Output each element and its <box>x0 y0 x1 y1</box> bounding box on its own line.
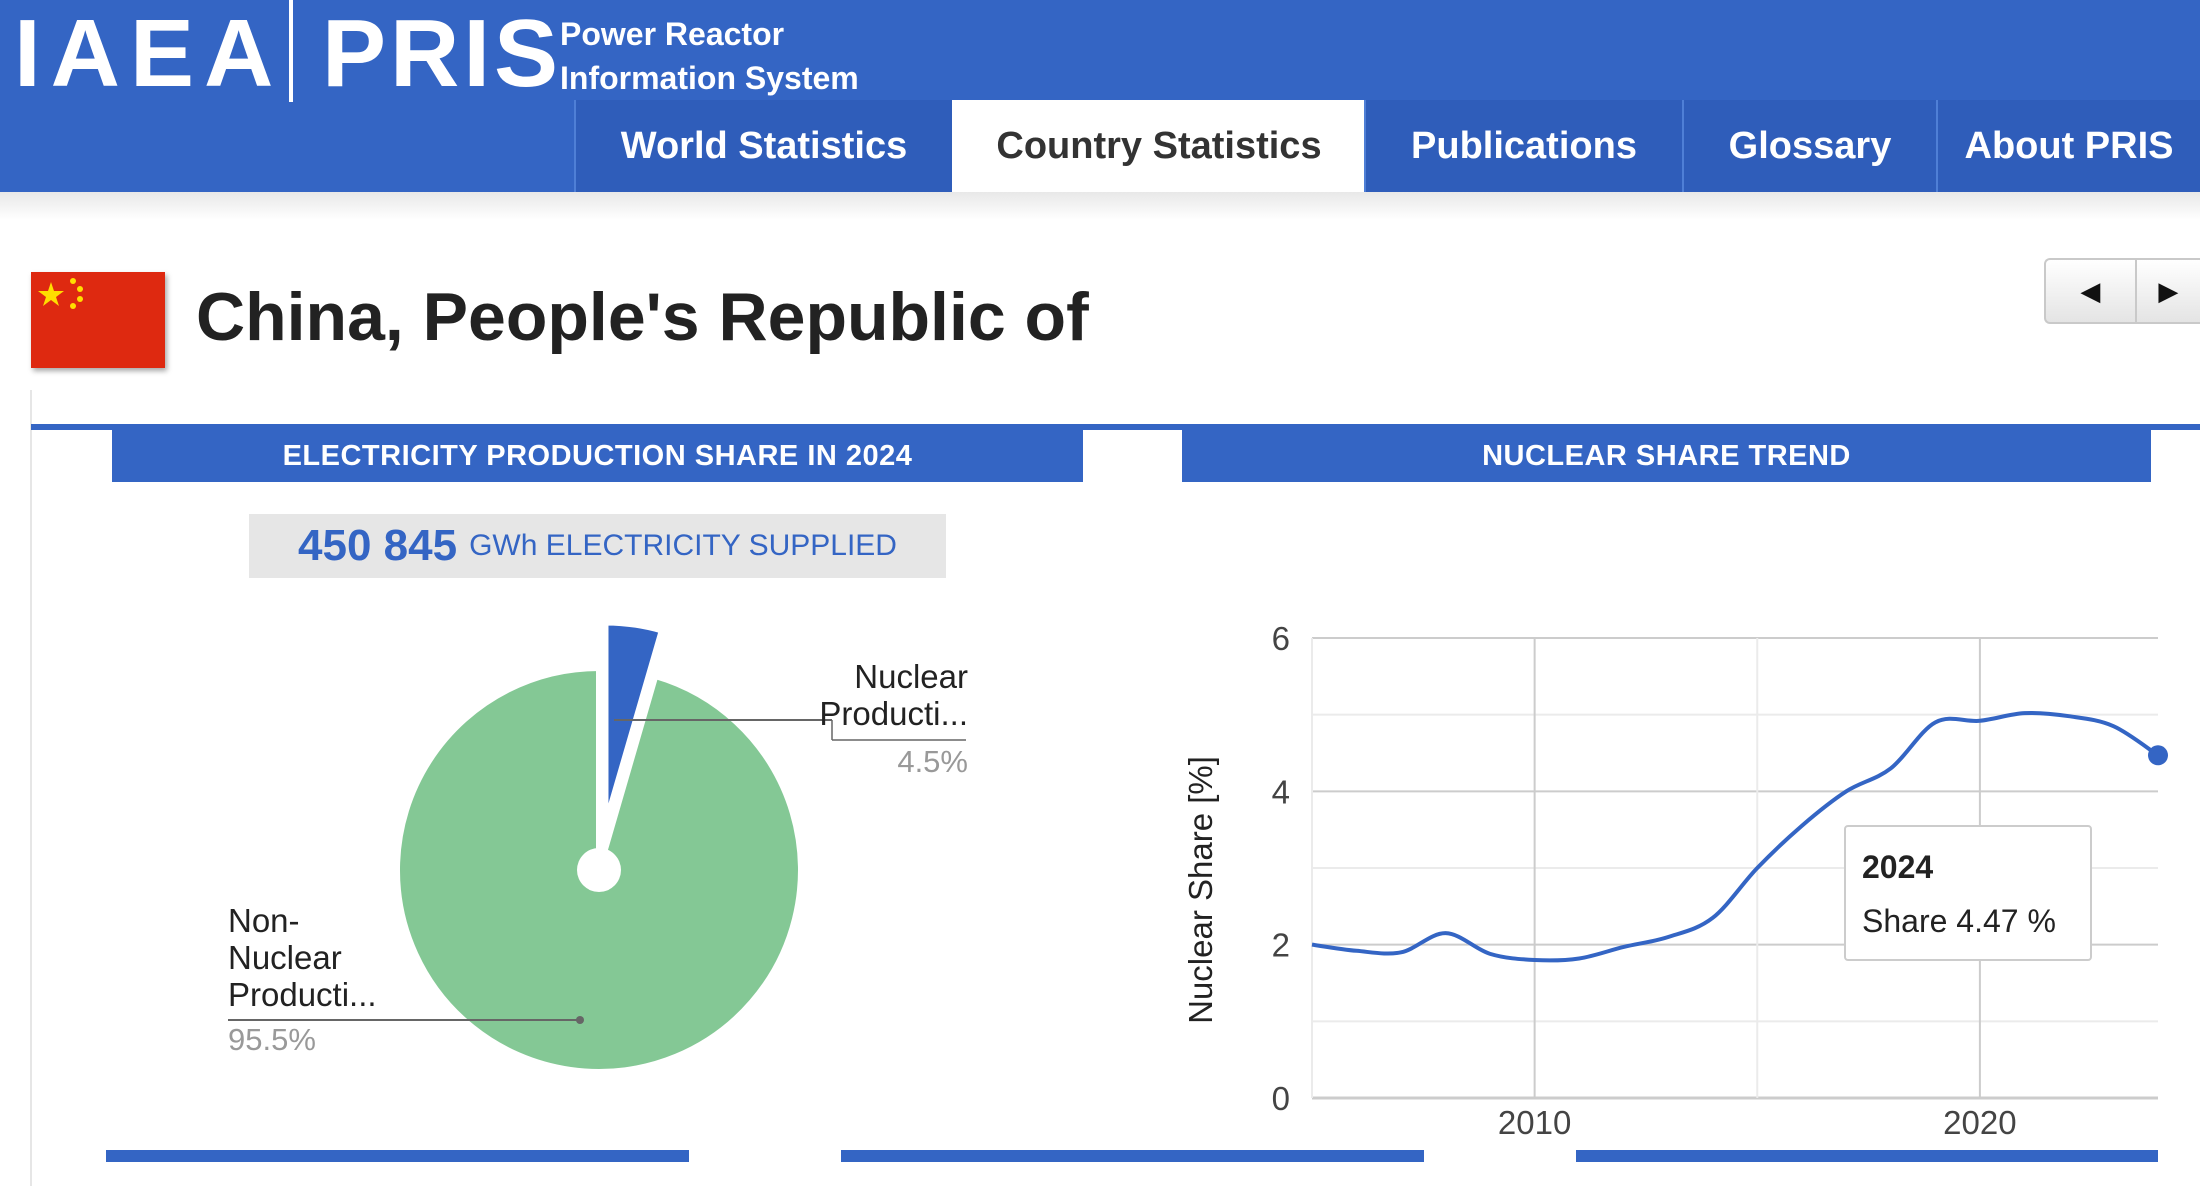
tagline-line-1: Power Reactor <box>560 16 785 52</box>
pie-center-hole <box>577 848 621 892</box>
pie-label-nuclear-line1: Nuclear <box>854 658 968 695</box>
caret-right-icon: ▶ <box>2158 275 2179 306</box>
logo-divider <box>289 0 293 102</box>
electricity-supplied-box: 450 845 GWh ELECTRICITY SUPPLIED <box>249 514 946 578</box>
tab-country-statistics[interactable]: Country Statistics <box>952 100 1364 192</box>
panel-bottom-rule-2 <box>841 1150 1424 1162</box>
panels-top-rule <box>31 424 2200 430</box>
iaea-logo[interactable]: IAEA <box>14 0 284 107</box>
trend-series-line <box>1311 710 2160 963</box>
panel-bottom-rule-3 <box>1576 1150 2158 1162</box>
tab-about-pris[interactable]: About PRIS <box>1936 100 2200 192</box>
trend-y-axis-label: Nuclear Share [%] <box>1182 756 1219 1024</box>
caret-left-icon: ◀ <box>2080 275 2101 306</box>
pie-value-non-nuclear: 95.5% <box>228 1022 316 1057</box>
pie-slice-nuclear[interactable] <box>602 619 666 826</box>
pie-leader-dot-non-nuclear <box>576 1016 584 1024</box>
site-tagline: Power Reactor Information System <box>560 12 859 100</box>
china-flag-icon <box>31 272 165 368</box>
trend-y-tick-label: 6 <box>1272 620 1290 657</box>
pie-label-nuclear-line2: Producti... <box>819 695 968 732</box>
main-nav-tabs: World Statistics Country Statistics Publ… <box>574 100 2200 192</box>
pie-label-non-nuclear-line1: Non- <box>228 902 300 939</box>
tooltip-year: 2024 <box>1862 849 1933 885</box>
nuclear-trend-header: NUCLEAR SHARE TREND <box>1182 430 2151 482</box>
country-pager: ◀ ▶ <box>2044 258 2200 324</box>
prev-country-button[interactable]: ◀ <box>2046 260 2137 322</box>
pie-value-nuclear: 4.5% <box>897 744 968 779</box>
tooltip-share: Share 4.47 % <box>1862 903 2056 939</box>
page-title: China, People's Republic of <box>196 279 1089 355</box>
content-left-border <box>30 390 32 1186</box>
trend-y-tick-label: 0 <box>1272 1080 1290 1117</box>
pris-logo[interactable]: PRIS <box>322 0 563 107</box>
trend-x-tick-label: 2020 <box>1943 1104 2016 1141</box>
electricity-supplied-value: 450 845 <box>298 521 458 570</box>
tab-publications[interactable]: Publications <box>1364 100 1682 192</box>
tab-glossary[interactable]: Glossary <box>1682 100 1936 192</box>
trend-y-tick-label: 2 <box>1272 927 1290 964</box>
tab-world-statistics[interactable]: World Statistics <box>574 100 952 192</box>
trend-point-2024[interactable] <box>2148 745 2168 766</box>
production-share-header: ELECTRICITY PRODUCTION SHARE IN 2024 <box>112 430 1083 482</box>
header-shadow <box>0 192 2200 220</box>
trend-tooltip: 2024 Share 4.47 % <box>1844 825 2092 961</box>
electricity-supplied-unit: GWh ELECTRICITY SUPPLIED <box>469 529 897 562</box>
trend-y-tick-label: 4 <box>1272 773 1290 810</box>
trend-x-tick-label: 2010 <box>1498 1104 1571 1141</box>
next-country-button[interactable]: ▶ <box>2137 260 2200 322</box>
tagline-line-2: Information System <box>560 60 859 96</box>
nuclear-share-trend-chart: 0 2 4 6 2010 2020 Nuclear Share [%] 2024 Shar… <box>1182 620 2168 1141</box>
production-share-pie-chart: Nuclear Producti... 4.5% Non- Nuclear Pr… <box>228 619 968 1075</box>
site-header: IAEA PRIS Power Reactor Information Syst… <box>0 0 2200 192</box>
pie-label-non-nuclear-line3: Producti... <box>228 976 377 1013</box>
panel-bottom-rule-1 <box>106 1150 689 1162</box>
pie-label-non-nuclear-line2: Nuclear <box>228 939 342 976</box>
